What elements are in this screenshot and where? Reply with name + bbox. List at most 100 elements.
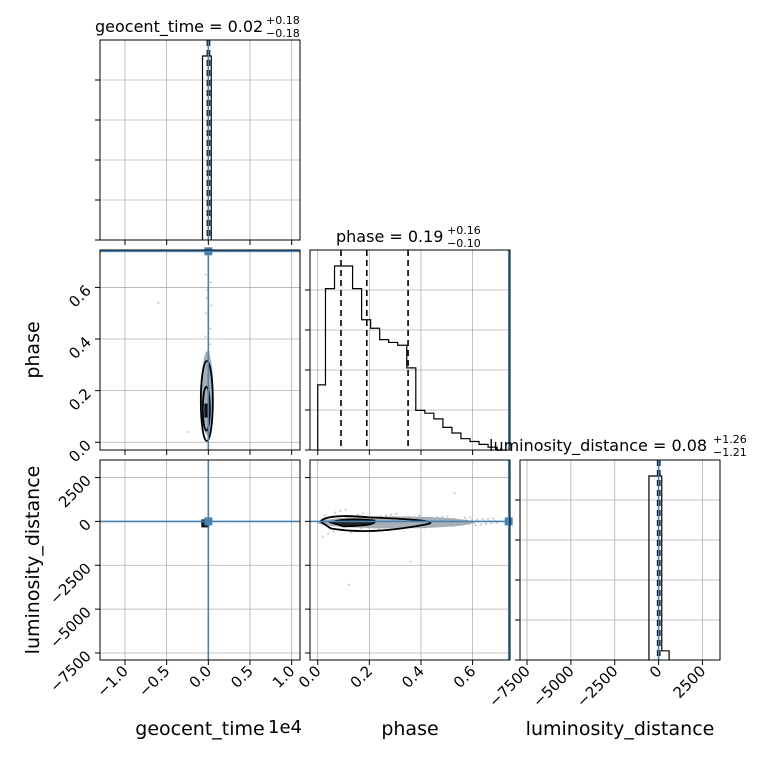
- panel-luminosity-distance-vs-phase: 0.0 0.2 0.4 0.6: [295, 459, 513, 692]
- panel-hist-luminosity-distance-xticklabel-1: −5000: [529, 662, 578, 711]
- panel-phase-vs-geocent-time-contour-outer: [199, 360, 214, 442]
- panel-luminosity-distance-vs-phase-sample-51: [474, 524, 477, 527]
- xlabel-luminosity-distance: luminosity_distance: [526, 718, 715, 740]
- panel-luminosity-distance-vs-phase-sample-24: [476, 518, 479, 521]
- panel-hist-luminosity-distance-xticklabel-4: 2500: [670, 662, 710, 702]
- panel-hist-geocent-time-frame: [99, 39, 301, 241]
- title-phase: phase = 0.19: [336, 227, 443, 246]
- panel-hist-geocent-time-bg: [100, 40, 300, 240]
- title-geocent-time-minus: −0.18: [266, 27, 300, 40]
- xlabel-phase: phase: [381, 718, 438, 740]
- panel-hist-geocent-time: [95, 39, 301, 245]
- panel-luminosity-distance-vs-phase-sample-90: [453, 492, 456, 495]
- panel-luminosity-distance-vs-geocent-time-xticklabel-1: −0.5: [135, 662, 173, 700]
- panel-luminosity-distance-vs-phase-sample-8: [490, 522, 493, 525]
- panel-hist-luminosity-distance-xticklabel-3: 0: [646, 662, 665, 681]
- title-luminosity-distance-plus: +1.26: [713, 433, 747, 446]
- panel-phase-vs-geocent-time-yticklabel-0: 0.0: [65, 436, 95, 466]
- panel-luminosity-distance-vs-geocent-time-yticklabel-0: −7500: [46, 647, 95, 696]
- title-luminosity-distance-minus: −1.21: [713, 446, 747, 459]
- panel-phase-vs-geocent-time-sample-21: [204, 273, 207, 276]
- panel-luminosity-distance-vs-phase-sample-30: [339, 509, 342, 513]
- title-phase-minus: −0.10: [447, 237, 481, 250]
- panel-phase-vs-geocent-time-yticklabel-3: 0.6: [65, 282, 95, 312]
- panel-luminosity-distance-vs-geocent-time-frame: [99, 459, 301, 661]
- panel-hist-luminosity-distance-xticklabel-2: −2500: [573, 662, 622, 711]
- title-phase-plus: +0.16: [447, 224, 481, 237]
- panel-luminosity-distance-vs-geocent-time-xticklabel-0: −1.0: [93, 662, 131, 700]
- xlabel-geocent-time: geocent_time: [135, 718, 264, 740]
- panel-luminosity-distance-vs-phase-sample-62: [486, 517, 489, 520]
- panel-phase-vs-geocent-time-yticklabel-2: 0.4: [65, 333, 95, 363]
- panel-luminosity-distance-vs-geocent-time-yticklabel-3: 0: [75, 516, 94, 535]
- panel-hist-luminosity-distance: −7500−5000−2500 0 2500: [485, 459, 721, 711]
- panel-luminosity-distance-vs-phase-sample-15: [418, 514, 421, 517]
- panel-hist-luminosity-distance-bg: [520, 460, 720, 660]
- panel-luminosity-distance-vs-geocent-time: −7500−5000−2500 0 2500 −1.0 −0.5 0.0 0.5 1.0: [46, 459, 301, 701]
- panel-phase-vs-geocent-time-sample-14: [209, 327, 212, 330]
- title-geocent-time-plus: +0.18: [266, 14, 300, 27]
- panel-luminosity-distance-vs-phase-sample-47: [390, 513, 393, 516]
- panel-luminosity-distance-vs-phase-sample-60: [356, 513, 360, 516]
- panel-phase-vs-geocent-time-sample-16: [204, 312, 208, 315]
- panel-hist-luminosity-distance-xticklabel-0: −7500: [485, 662, 534, 711]
- panel-phase-vs-geocent-time-sample-12: [209, 343, 212, 346]
- panel-hist-luminosity-distance-frame: [519, 459, 721, 661]
- title-luminosity-distance: luminosity_distance = 0.08: [489, 436, 707, 456]
- panel-phase-vs-geocent-time-bg: [100, 250, 300, 450]
- panel-phase-vs-geocent-time-peak: [204, 403, 210, 418]
- title-geocent-time: geocent_time = 0.02: [95, 17, 263, 37]
- panel-luminosity-distance-vs-phase-frame: [309, 459, 511, 661]
- panel-luminosity-distance-vs-phase-sample-49: [344, 508, 347, 511]
- panel-luminosity-distance-vs-phase-sample-11: [334, 511, 337, 514]
- panel-luminosity-distance-vs-phase-sample-73: [323, 514, 326, 517]
- panel-luminosity-distance-vs-phase-sample-79: [362, 512, 365, 515]
- panel-hist-luminosity-distance-step: [648, 475, 670, 660]
- panel-luminosity-distance-vs-phase-xticklabel-0: 0.0: [295, 662, 325, 692]
- panel-luminosity-distance-vs-phase-sample-43: [481, 518, 484, 521]
- panel-hist-phase-bg: [310, 250, 510, 450]
- panel-luminosity-distance-vs-phase-xticklabel-2: 0.4: [398, 662, 428, 692]
- panel-luminosity-distance-vs-phase-xticklabel-3: 0.6: [450, 662, 480, 692]
- panel-phase-vs-geocent-time-contour-inner: [201, 385, 211, 432]
- panel-luminosity-distance-vs-phase-sample-81: [492, 517, 495, 520]
- panel-phase-vs-geocent-time-sample-20: [209, 281, 213, 284]
- panel-hist-phase-step: [317, 265, 507, 451]
- panel-luminosity-distance-vs-phase-xticklabel-1: 0.2: [347, 662, 377, 692]
- panel-phase-vs-geocent-time-sample-22: [157, 301, 160, 305]
- panel-luminosity-distance-vs-geocent-time-bg: [100, 460, 300, 660]
- panel-luminosity-distance-vs-phase-sample-32: [469, 516, 472, 519]
- panel-phase-vs-geocent-time-frame: [99, 249, 301, 451]
- panel-luminosity-distance-vs-geocent-time-truth-marker: [204, 517, 213, 526]
- panel-phase-vs-geocent-time-sample-18: [205, 296, 208, 299]
- ylabel-luminosity-distance: luminosity_distance: [22, 466, 44, 655]
- panel-luminosity-distance-vs-geocent-time-xticklabel-3: 0.5: [227, 662, 257, 692]
- panel-luminosity-distance-vs-phase-sample-92: [347, 583, 350, 586]
- panel-luminosity-distance-vs-phase-sample-68: [349, 531, 353, 534]
- panel-luminosity-distance-vs-phase-bg: [310, 460, 510, 660]
- panel-phase-vs-geocent-time-sample-17: [210, 304, 213, 307]
- panels: −7500−5000−2500 0 25000.00.20.40.6−7500−50…: [46, 39, 721, 711]
- panel-luminosity-distance-vs-phase-sample-83: [446, 515, 449, 518]
- panel-luminosity-distance-vs-phase-sample-28: [384, 514, 388, 517]
- panel-phase-vs-geocent-time: 0.0 0.2 0.4 0.6: [65, 247, 301, 466]
- panel-luminosity-distance-vs-phase-sample-13: [463, 516, 467, 519]
- panel-luminosity-distance-vs-geocent-time-yticklabel-2: −2500: [46, 559, 95, 608]
- panel-luminosity-distance-vs-geocent-time-xticklabel-4: 1.0: [269, 662, 299, 692]
- panel-luminosity-distance-vs-geocent-time-xticklabel-2: 0.0: [186, 662, 216, 692]
- panel-luminosity-distance-vs-phase-sample-19: [327, 532, 330, 535]
- xoffset-geocent-time: 1e4: [268, 717, 302, 738]
- ylabel-phase: phase: [22, 321, 44, 378]
- panel-luminosity-distance-vs-phase-sample-70: [479, 523, 482, 526]
- panel-luminosity-distance-vs-phase-sample-66: [395, 512, 398, 515]
- panel-phase-vs-geocent-time-truth-marker: [204, 247, 213, 256]
- panel-hist-phase: [305, 249, 511, 455]
- panel-phase-vs-geocent-time-sample-13: [204, 335, 207, 338]
- panel-luminosity-distance-vs-phase-sample-64: [441, 515, 444, 518]
- panel-luminosity-distance-vs-geocent-time-yticklabel-4: 2500: [55, 472, 95, 512]
- panel-luminosity-distance-vs-phase-sample-0: [321, 535, 325, 538]
- panel-luminosity-distance-vs-phase-sample-38: [332, 530, 335, 533]
- panel-phase-vs-geocent-time-sample-23: [186, 430, 189, 434]
- panel-luminosity-distance-vs-phase-sample-89: [485, 522, 488, 525]
